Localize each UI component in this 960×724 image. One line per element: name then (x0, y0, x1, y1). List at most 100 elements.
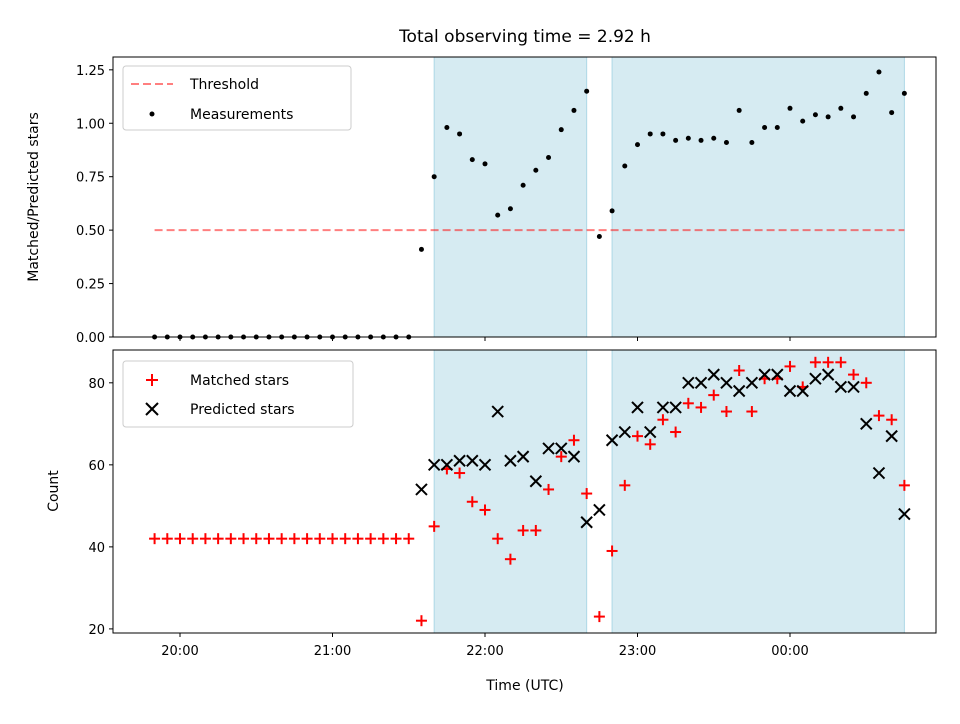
matched-star-point (593, 611, 605, 623)
matched-star-point (225, 533, 237, 545)
measurement-point (812, 112, 818, 118)
predicted-star-point (516, 450, 530, 463)
matched-star-point (288, 533, 300, 545)
predicted-star-point (694, 376, 708, 390)
y-tick-label: 80 (88, 377, 105, 392)
predicted-star-point (707, 368, 720, 381)
measurement-point (571, 107, 577, 113)
measurement-point (558, 127, 564, 133)
x-tick-label: 00:00 (771, 644, 808, 659)
measurement-point (787, 105, 793, 111)
measurement-point (635, 142, 640, 148)
matched-star-point (250, 533, 262, 545)
bottom-y-axis-label: Count (46, 470, 62, 512)
y-tick-label: 1.25 (76, 64, 105, 79)
measurement-point (647, 131, 653, 137)
matched-star-point (466, 496, 478, 508)
y-tick-label: 1.00 (76, 117, 105, 132)
predicted-star-point (618, 425, 631, 439)
measurement-point (838, 105, 844, 111)
observing-window-2 (611, 56, 905, 338)
legend-measurements-swatch (149, 111, 155, 117)
top-y-axis-label: Matched/Predicted stars (26, 112, 42, 282)
predicted-star-point (644, 425, 657, 439)
matched-star-point (352, 533, 364, 545)
predicted-star-point (491, 405, 504, 418)
measurement-point (825, 114, 831, 120)
predicted-star-point (771, 368, 784, 381)
measurement-point (736, 107, 742, 113)
bottom-observing-windows (433, 349, 905, 634)
matched-star-point (848, 369, 860, 381)
measurement-point (609, 208, 615, 214)
matched-star-point (199, 533, 211, 545)
top-panel: Total observing time = 2.92 h 0.00 0.25 0.… (26, 27, 937, 346)
x-tick-label: 22:00 (466, 644, 503, 659)
matched-star-point (657, 414, 669, 426)
matched-star-point (339, 533, 351, 545)
matched-star-point (454, 467, 466, 479)
predicted-star-point (567, 450, 581, 463)
predicted-star-point (783, 384, 797, 398)
measurement-point (698, 137, 704, 143)
predicted-star-point (682, 376, 695, 390)
matched-star-point (276, 533, 288, 545)
measurement-point (685, 135, 691, 141)
measurement-point (800, 118, 806, 124)
bottom-legend-box (122, 360, 354, 428)
measurement-point (546, 154, 552, 160)
bottom-axes-frame (112, 349, 937, 634)
matched-star-point (174, 533, 186, 545)
matched-star-point (746, 406, 758, 418)
top-x-ticks (179, 337, 791, 341)
matched-star-point (238, 533, 250, 545)
y-tick-label: 20 (88, 623, 105, 638)
chart-title: Total observing time = 2.92 h (398, 27, 651, 47)
measurement-point (457, 131, 463, 137)
measurement-point (660, 131, 666, 137)
measurement-point (482, 161, 488, 167)
matched-star-point (314, 533, 326, 545)
x-axis-label: Time (UTC) (485, 678, 563, 694)
predicted-star-point (631, 401, 644, 414)
top-y-axis: 0.00 0.25 0.50 0.75 1.00 1.25 (76, 64, 113, 346)
y-tick-label: 0.50 (76, 224, 105, 239)
legend-matched-swatch (146, 374, 158, 386)
matched-star-point (403, 533, 415, 545)
matched-star-point (682, 397, 694, 409)
observing-window-1 (433, 349, 588, 634)
legend-measurements-label: Measurements (190, 107, 293, 123)
predicted-star-point (860, 417, 873, 431)
matched-star-point (632, 430, 643, 442)
matched-star-point (301, 533, 313, 545)
measurement-point (507, 206, 513, 212)
matched-star-point (822, 356, 834, 368)
y-tick-label: 0.00 (76, 331, 105, 346)
matched-star-point (568, 434, 580, 446)
measurement-point (876, 69, 882, 75)
predicted-star-point (478, 458, 492, 472)
predicted-star-point (732, 384, 746, 398)
matched-star-point (695, 401, 707, 413)
predicted-star-point (415, 483, 428, 496)
predicted-star-point (555, 442, 568, 455)
matched-star-point (212, 533, 224, 545)
matched-star-point (898, 479, 910, 491)
y-tick-label: 0.25 (76, 278, 105, 293)
measurement-point (749, 139, 755, 145)
predicted-star-point (796, 384, 809, 398)
measurement-point (901, 90, 907, 96)
measurement-point (762, 125, 768, 131)
bottom-legend: Matched stars Predicted stars (122, 360, 354, 428)
predicted-star-point (834, 380, 848, 394)
top-legend: Threshold Measurements (122, 65, 352, 131)
matched-star-point (720, 406, 732, 418)
measurement-point (520, 182, 526, 188)
measurement-point (673, 137, 679, 143)
matched-star-point (187, 533, 199, 545)
measurement-point (774, 125, 780, 131)
predicted-star-point (453, 454, 466, 467)
matched-star-point (517, 524, 529, 536)
top-axes-frame (112, 56, 937, 338)
matched-star-point (886, 414, 898, 426)
